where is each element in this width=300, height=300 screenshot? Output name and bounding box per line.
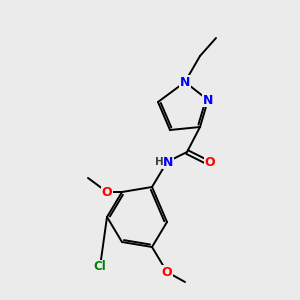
Text: Cl: Cl: [94, 260, 106, 274]
Text: O: O: [102, 185, 112, 199]
Text: N: N: [163, 155, 173, 169]
Text: H: H: [154, 157, 164, 167]
Text: N: N: [203, 94, 213, 106]
Text: O: O: [205, 155, 215, 169]
Text: N: N: [180, 76, 190, 88]
Text: O: O: [162, 266, 172, 278]
